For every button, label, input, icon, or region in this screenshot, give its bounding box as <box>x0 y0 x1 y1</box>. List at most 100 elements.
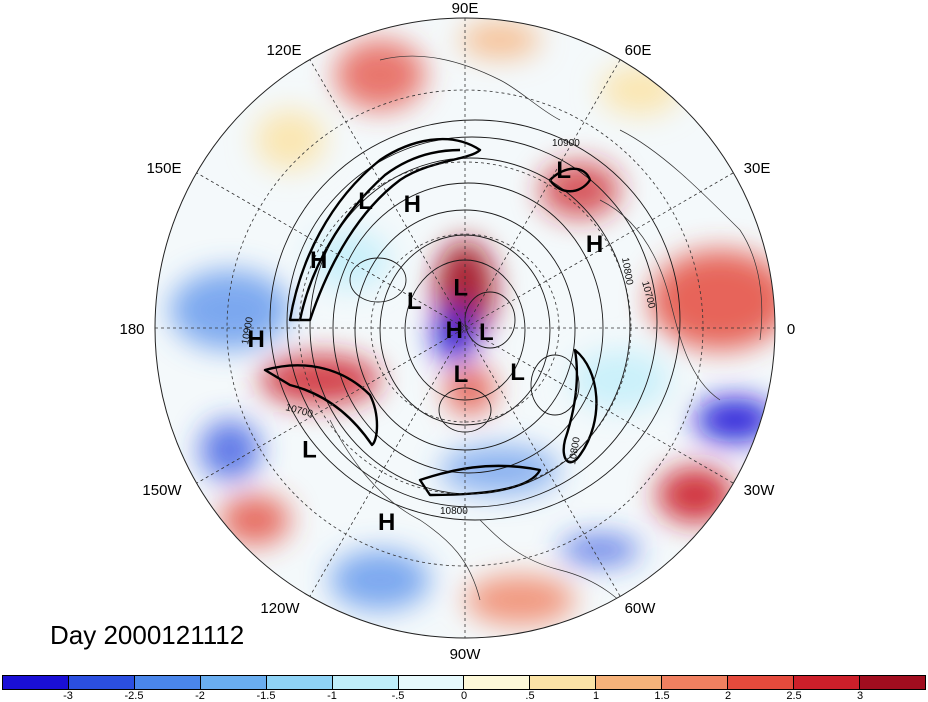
anomaly-blob <box>330 550 430 610</box>
colorbar-tick-label: -2.5 <box>124 690 144 702</box>
colorbar-tick-label: 3 <box>856 690 864 702</box>
colorbar-tick-label: -2 <box>195 690 205 702</box>
longitude-label-30w: 30W <box>744 482 776 499</box>
longitude-label-90w: 90W <box>450 646 482 663</box>
colorbar-swatch <box>728 676 795 689</box>
graticule <box>154 17 776 639</box>
anomaly-blob <box>657 467 733 523</box>
colorbar-tick-label: -1 <box>327 690 337 702</box>
high-pressure-label: H <box>446 317 463 344</box>
anomaly-blob <box>260 355 380 405</box>
anomaly-blob <box>460 22 540 58</box>
colorbar-tick-labels: -3 -2.5 -2 -1.5 -1 -.5 0 .5 1 1.5 2 2.5 3 <box>2 690 926 702</box>
low-pressure-label: L <box>407 288 422 315</box>
meridian <box>309 59 621 597</box>
colorbar-tick-label: 1 <box>592 690 600 702</box>
coastline <box>619 129 763 341</box>
coastline <box>329 419 481 601</box>
anomaly-blob <box>200 420 260 480</box>
jet-contour <box>288 137 482 322</box>
longitude-label-0: 0 <box>787 321 795 338</box>
map-disk <box>155 18 775 638</box>
colorbar-swatch <box>68 676 135 689</box>
colorbar-swatch <box>3 676 69 689</box>
low-pressure-label: L <box>556 157 571 184</box>
jet-contour <box>298 148 461 321</box>
anomaly-blob <box>170 270 290 350</box>
coastlines <box>329 55 763 621</box>
high-pressure-label: H <box>586 231 603 258</box>
jet-contours <box>263 137 598 497</box>
longitude-label-60w: 60W <box>625 600 657 617</box>
longitude-label-120e: 120E <box>266 42 301 59</box>
colorbar-tick-label: -.5 <box>391 690 405 702</box>
colorbar-swatch <box>596 676 663 689</box>
high-pressure-label: H <box>310 247 327 274</box>
colorbar-tick-label: .5 <box>525 690 535 702</box>
height-contour <box>530 354 580 416</box>
anomaly-blob <box>465 575 575 625</box>
height-contour <box>349 257 407 303</box>
longitude-label-90e: 90E <box>452 0 479 17</box>
low-pressure-label: L <box>510 359 525 386</box>
low-pressure-label: L <box>454 361 469 388</box>
colorbar-tick-label: 0 <box>460 690 468 702</box>
meridian <box>196 172 734 484</box>
high-pressure-label: H <box>404 191 421 218</box>
colorbar-swatch <box>859 676 925 689</box>
colorbar-swatch <box>794 676 860 689</box>
longitude-label-150e: 150E <box>146 160 181 177</box>
anomaly-blob <box>335 40 425 110</box>
longitude-label-150w: 150W <box>142 482 182 499</box>
colorbar-tick-label: 2.5 <box>786 690 802 702</box>
colorbar-swatch <box>332 676 399 689</box>
longitude-label-60e: 60E <box>625 42 652 59</box>
colorbar-tick-label: 1.5 <box>654 690 670 702</box>
height-contour <box>269 119 681 521</box>
anomaly-blob <box>255 110 325 170</box>
contour-value-label: 10800 <box>440 506 468 517</box>
colorbar-tick-label: -1.5 <box>256 690 276 702</box>
anomaly-blob <box>695 398 775 442</box>
colorbar-swatch <box>266 676 333 689</box>
anomaly-blob <box>220 495 290 545</box>
jet-contour <box>263 364 379 447</box>
anomaly-blob <box>433 307 477 363</box>
colorbar <box>2 675 926 690</box>
longitude-label-30e: 30E <box>744 160 771 177</box>
meridian <box>309 59 621 597</box>
longitude-label-180: 180 <box>119 321 144 338</box>
day-title: Day 2000121112 <box>50 620 245 650</box>
high-pressure-label: H <box>378 509 395 536</box>
contour-value-label: 10900 <box>552 138 580 149</box>
colorbar-swatch <box>398 676 465 689</box>
low-pressure-label: L <box>358 188 373 215</box>
anomaly-blob <box>560 535 640 565</box>
low-pressure-label: L <box>479 319 494 346</box>
anomaly-field <box>170 22 775 625</box>
height-contour <box>286 136 658 508</box>
jet-contour <box>562 348 598 464</box>
polar-stereographic-map: 10900 10800 10700 10900 10700 10800 1080… <box>119 0 795 663</box>
anomaly-blob <box>445 365 495 415</box>
coastline <box>379 55 561 121</box>
colorbar-swatch <box>530 676 597 689</box>
colorbar-swatch <box>662 676 729 689</box>
low-pressure-label: L <box>302 437 317 464</box>
anomaly-blob <box>440 445 560 495</box>
colorbar-swatch <box>464 676 531 689</box>
colorbar-swatch <box>134 676 201 689</box>
colorbar-tick-label: -3 <box>63 690 73 702</box>
coastline <box>599 199 721 401</box>
contour-value-label: 10800 <box>567 436 583 466</box>
contour-value-label: 10900 <box>240 316 256 346</box>
low-pressure-label: L <box>453 274 468 301</box>
colorbar-tick-label: 2 <box>724 690 732 702</box>
jet-contour <box>548 167 592 193</box>
meridian <box>196 172 734 484</box>
longitude-label-120w: 120W <box>260 600 300 617</box>
anomaly-blob <box>650 250 775 350</box>
high-pressure-label: H <box>248 326 265 353</box>
colorbar-swatch <box>200 676 267 689</box>
